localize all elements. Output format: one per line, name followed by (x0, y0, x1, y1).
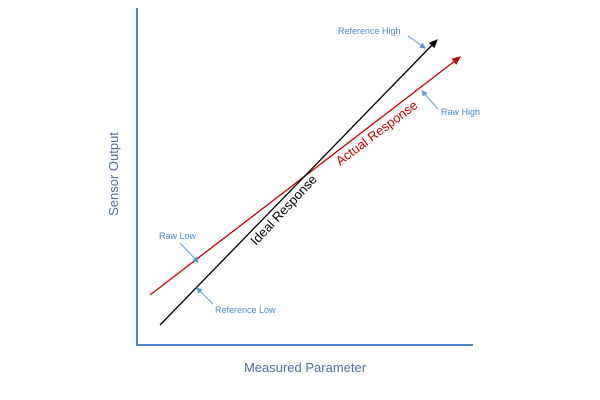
x-axis-title: Measured Parameter (244, 360, 367, 375)
ideal-response-label: Ideal Response (247, 172, 320, 248)
y-axis-title: Sensor Output (106, 132, 121, 216)
ideal-response-line (159, 39, 438, 326)
reference-high-arrow (407, 35, 426, 49)
raw-low-callout: Raw Low (159, 231, 199, 263)
reference-low-label: Reference Low (215, 305, 276, 315)
raw-high-label: Raw High (441, 107, 480, 117)
reference-low-callout: Reference Low (196, 287, 276, 315)
raw-low-label: Raw Low (159, 231, 197, 241)
reference-low-arrow (196, 287, 214, 305)
raw-low-arrow (179, 242, 199, 263)
raw-high-callout: Raw High (421, 90, 480, 117)
reference-high-label: Reference High (338, 26, 401, 36)
reference-high-callout: Reference High (338, 26, 426, 49)
raw-high-arrow (421, 90, 439, 110)
